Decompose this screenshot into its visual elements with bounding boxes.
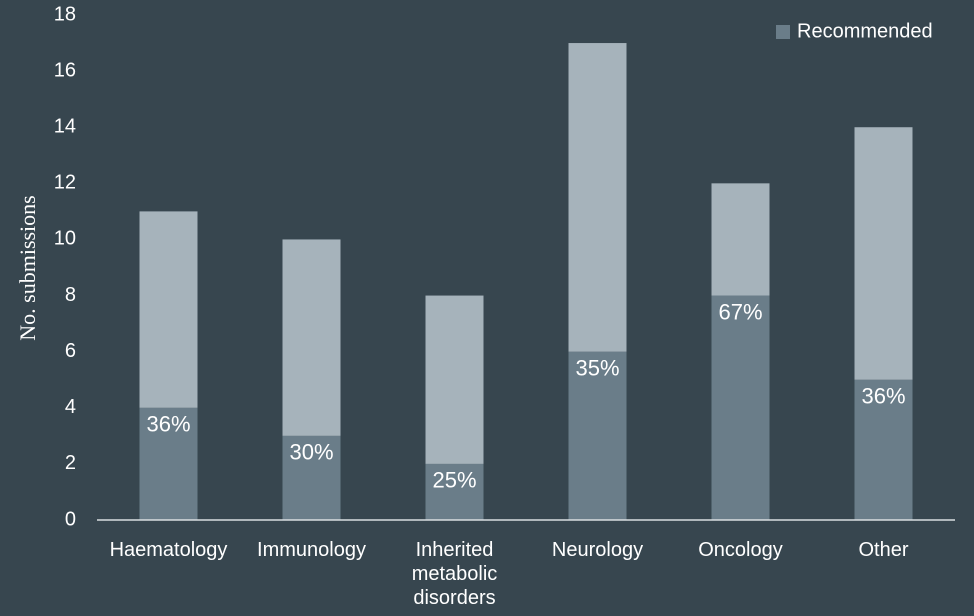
x-tick-label: Immunology [257, 539, 366, 561]
x-tick-label: Inherited metabolic disorders [411, 539, 498, 609]
bar-segment [139, 407, 198, 520]
bar-segment [425, 463, 484, 520]
bar-segment [711, 183, 770, 296]
y-tick-label: 0 [65, 508, 76, 530]
data-label: 36% [861, 384, 905, 409]
x-tick-label: Other [858, 539, 909, 561]
y-tick-label: 6 [65, 340, 76, 362]
data-label: 30% [289, 440, 333, 465]
bar-segment [282, 435, 341, 520]
bar-segment [711, 295, 770, 520]
y-tick-label: 16 [54, 59, 76, 81]
y-tick-label: 4 [65, 396, 76, 418]
bar-segment [282, 239, 341, 436]
bar-segment [568, 351, 627, 520]
data-label: 35% [575, 355, 619, 380]
y-tick-label: 10 [54, 228, 76, 250]
bar-segment [425, 295, 484, 464]
legend-swatch [776, 25, 790, 39]
y-tick-label: 2 [65, 452, 76, 474]
x-tick-label: Oncology [698, 539, 783, 561]
bar-segment [854, 379, 913, 520]
y-tick-label: 14 [54, 116, 76, 138]
bar-segment [854, 127, 913, 380]
y-tick-label: 18 [54, 3, 76, 25]
y-tick-label: 12 [54, 172, 76, 194]
x-tick-label: Neurology [551, 539, 644, 561]
bar-segment [568, 43, 627, 352]
data-label: 25% [432, 468, 476, 493]
x-tick-label: Haematology [109, 539, 228, 561]
data-label: 36% [146, 412, 190, 437]
y-axis-label: No. submissions [15, 195, 40, 340]
data-label: 67% [718, 299, 762, 324]
legend-label: Recommended [797, 20, 933, 42]
bar-segment [139, 211, 198, 408]
y-tick-label: 8 [65, 284, 76, 306]
